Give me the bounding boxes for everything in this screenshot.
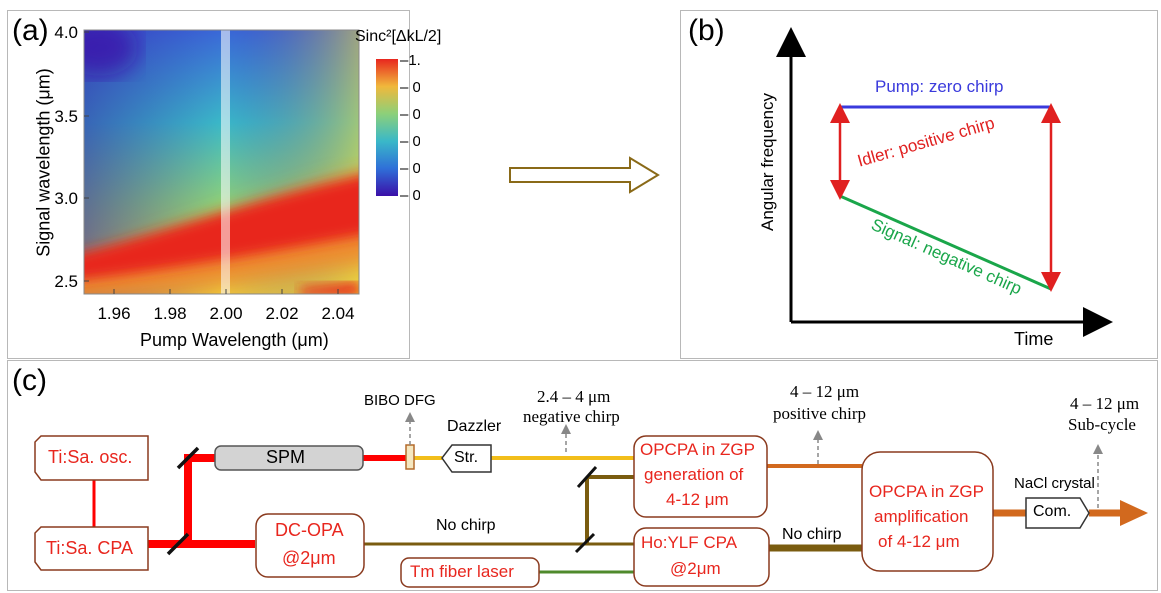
chirp-diagram (776, 27, 1113, 337)
x-axis-label: Pump Wavelength (μm) (140, 330, 329, 350)
x-tick-2.04: 2.04 (321, 304, 354, 323)
flow-arrow (509, 156, 660, 194)
panel-b-frame (680, 10, 1158, 359)
colorbar (376, 59, 398, 196)
stretcher-shape (441, 444, 492, 473)
b-x-label: Time (1014, 329, 1054, 349)
panel-b-label: (b) (688, 14, 725, 47)
ho-ylf-line1: Ho:YLF CPA (641, 533, 738, 552)
no-chirp-label-1: No chirp (436, 517, 496, 534)
signal-line (839, 194, 1052, 291)
svg-text:– 0.6: – 0.6 (400, 106, 420, 123)
dc-opa-line1: DC-OPA (275, 520, 344, 540)
dc-opa-line2: @2μm (282, 548, 336, 568)
x-tick-2.00: 2.00 (209, 304, 242, 323)
opcpa1-line3: 4-12 μm (666, 490, 729, 509)
colorbar-ticks: –1.0 – 0.8 – 0.6 – 0.4 – 0.2 – 0 (400, 52, 420, 204)
idler-chirp-label: positive chirp (773, 404, 867, 423)
opcpa2-line2: amplification (874, 507, 969, 526)
panel-c-label: (c) (12, 364, 47, 397)
y-tick-4.0: 4.0 (54, 23, 78, 42)
nacl-crystal-label: NaCl crystal (1014, 475, 1095, 492)
output-range-label: 4 – 12 μm (1070, 394, 1140, 413)
y-tick-2.5: 2.5 (54, 272, 78, 291)
panel-a-frame (7, 10, 410, 359)
x-tick-2.02: 2.02 (265, 304, 298, 323)
signal-chirp-label: negative chirp (523, 407, 620, 426)
pump-label: Pump: zero chirp (875, 77, 1004, 96)
svg-text:–1.0: –1.0 (400, 52, 420, 69)
svg-text:– 0.2: – 0.2 (400, 160, 420, 177)
svg-text:– 0.8: – 0.8 (400, 79, 420, 96)
dazzler-label: Dazzler (447, 418, 502, 435)
opcpa2-line3: of 4-12 μm (878, 532, 960, 551)
stretcher-label: Str. (454, 449, 479, 466)
svg-text:– 0: – 0 (400, 187, 420, 204)
y-tick-3.0: 3.0 (54, 189, 78, 208)
heatmap-chart: 4.0 3.5 3.0 2.5 1.96 1.98 2.00 2.02 2.04… (54, 23, 420, 323)
opcpa2-line1: OPCPA in ZGP (869, 482, 984, 501)
y-tick-3.5: 3.5 (54, 107, 78, 126)
opcpa1-line1: OPCPA in ZGP (640, 440, 755, 459)
ti-sa-cpa-label: Ti:Sa. CPA (46, 538, 134, 558)
panel-a-label: (a) (12, 14, 49, 47)
opcpa1-line2: generation of (644, 465, 744, 484)
no-chirp-label-2: No chirp (782, 526, 842, 543)
compressor-label: Com. (1033, 503, 1072, 520)
colorbar-title: Sinc²[ΔkL/2] (355, 28, 442, 45)
output-subcycle-label: Sub-cycle (1068, 415, 1136, 434)
pump-2um-highlight (221, 30, 230, 294)
spm-label: SPM (266, 447, 306, 467)
tm-fiber-label: Tm fiber laser (410, 562, 514, 581)
compressor-shape (1025, 497, 1090, 529)
x-tick-1.96: 1.96 (97, 304, 130, 323)
x-tick-1.98: 1.98 (153, 304, 186, 323)
signal-range-label: 2.4 – 4 μm (537, 387, 611, 406)
heatmap-surface (84, 30, 359, 294)
idler-range-label: 4 – 12 μm (790, 382, 860, 401)
x-ticks: 1.96 1.98 2.00 2.02 2.04 (97, 289, 355, 323)
bibo-dfg-label: BIBO DFG (364, 392, 436, 409)
ti-sa-osc-label: Ti:Sa. osc. (48, 447, 133, 467)
ho-ylf-line2: @2μm (670, 559, 721, 578)
svg-text:– 0.4: – 0.4 (400, 133, 420, 150)
y-ticks: 4.0 3.5 3.0 2.5 (54, 23, 89, 291)
panel-c-frame (7, 360, 1158, 591)
